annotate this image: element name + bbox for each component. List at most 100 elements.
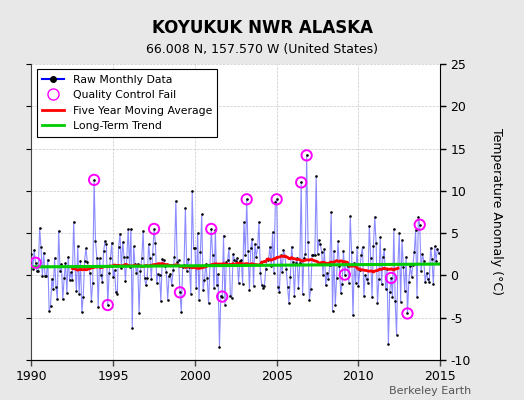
- Point: [42, 273, 51, 280]
- Point: [173, 259, 181, 265]
- Point: [36, 225, 44, 231]
- Point: [432, 257, 440, 264]
- Point: [248, 236, 256, 242]
- Point: [296, 260, 304, 266]
- Point: [298, 291, 307, 297]
- Point: [409, 262, 417, 268]
- Point: [202, 261, 210, 267]
- Point: [57, 261, 66, 267]
- Point: [388, 294, 397, 300]
- Point: [375, 276, 383, 282]
- Point: [245, 286, 254, 293]
- Point: [138, 254, 146, 261]
- Point: [282, 265, 290, 272]
- Point: [424, 276, 432, 283]
- Point: [27, 250, 36, 257]
- Point: [179, 264, 187, 270]
- Point: [79, 294, 88, 300]
- Point: [116, 230, 124, 237]
- Point: [366, 254, 375, 261]
- Point: [417, 268, 425, 274]
- Point: [427, 244, 435, 251]
- Point: [346, 213, 354, 220]
- Point: [77, 258, 85, 264]
- Point: [307, 286, 315, 292]
- Point: [267, 263, 276, 270]
- Point: [428, 256, 436, 262]
- Point: [353, 244, 361, 250]
- Point: [50, 255, 59, 261]
- Point: [429, 281, 438, 287]
- Point: [90, 177, 99, 183]
- Point: [254, 244, 262, 250]
- Point: [207, 226, 215, 232]
- Point: [420, 258, 428, 264]
- Point: [222, 259, 231, 265]
- Point: [271, 199, 279, 206]
- Point: [64, 254, 72, 260]
- Point: [283, 284, 292, 290]
- Point: [172, 198, 180, 204]
- Point: [225, 245, 233, 251]
- Point: [66, 276, 74, 283]
- Point: [289, 259, 297, 265]
- Point: [125, 264, 134, 270]
- Point: [356, 267, 364, 273]
- Point: [291, 260, 300, 266]
- Point: [67, 269, 75, 276]
- Point: [203, 275, 211, 282]
- Point: [43, 256, 52, 263]
- Point: [39, 249, 48, 256]
- Point: [68, 276, 77, 283]
- Point: [309, 252, 318, 258]
- Point: [277, 252, 285, 259]
- Point: [405, 279, 413, 285]
- Point: [418, 250, 427, 257]
- Point: [185, 264, 194, 270]
- Point: [104, 302, 112, 308]
- Point: [188, 188, 196, 194]
- Point: [114, 243, 123, 250]
- Point: [129, 243, 138, 250]
- Point: [414, 214, 422, 220]
- Point: [341, 271, 349, 278]
- Point: [368, 294, 376, 300]
- Point: [332, 275, 341, 282]
- Point: [352, 280, 360, 286]
- Point: [157, 298, 165, 304]
- Point: [210, 285, 218, 291]
- Point: [176, 289, 184, 296]
- Point: [293, 255, 301, 261]
- Point: [94, 304, 102, 311]
- Point: [380, 246, 388, 252]
- Point: [349, 312, 357, 318]
- Point: [345, 280, 353, 286]
- Point: [29, 265, 37, 272]
- Point: [61, 260, 70, 266]
- Point: [416, 222, 424, 228]
- Point: [339, 248, 347, 254]
- Point: [237, 256, 245, 263]
- Point: [102, 240, 111, 247]
- Point: [379, 254, 387, 260]
- Point: [54, 228, 63, 234]
- Point: [177, 308, 185, 315]
- Point: [297, 179, 305, 186]
- Point: [213, 282, 221, 288]
- Point: [241, 252, 249, 258]
- Y-axis label: Temperature Anomaly (°C): Temperature Anomaly (°C): [490, 128, 504, 296]
- Point: [300, 255, 308, 262]
- Point: [244, 248, 252, 254]
- Point: [243, 196, 251, 202]
- Point: [52, 284, 60, 290]
- Point: [143, 275, 151, 281]
- Point: [386, 288, 394, 295]
- Point: [312, 173, 320, 179]
- Point: [358, 244, 367, 250]
- Point: [338, 281, 346, 287]
- Point: [139, 228, 147, 234]
- Point: [266, 244, 274, 250]
- Point: [302, 152, 311, 158]
- Point: [218, 293, 226, 300]
- Point: [250, 241, 259, 247]
